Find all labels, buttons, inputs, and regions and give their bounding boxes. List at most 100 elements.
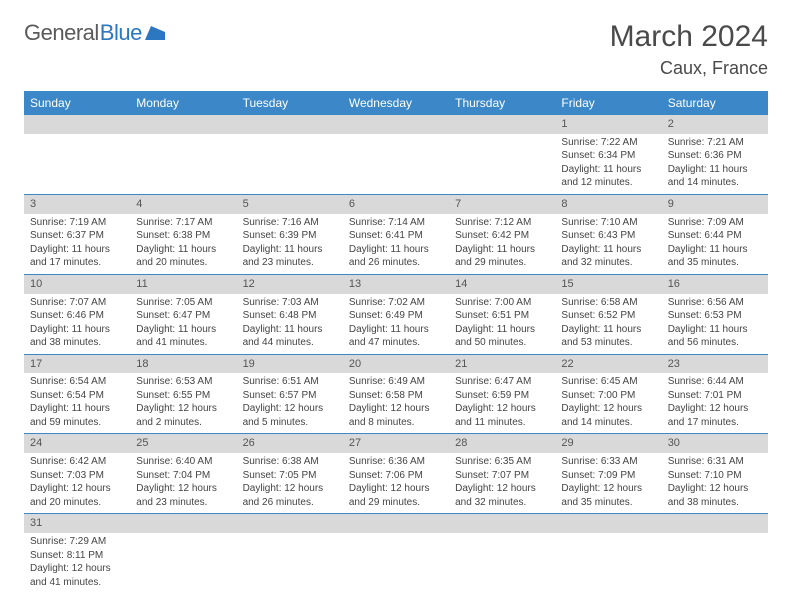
day-number: 5 [237, 195, 343, 214]
day-number [130, 115, 236, 134]
sunset-text: Sunset: 6:34 PM [561, 149, 655, 163]
day-number: 29 [555, 434, 661, 453]
daylight-text: Daylight: 12 hours and 2 minutes. [136, 402, 230, 429]
daylight-text: Daylight: 11 hours and 26 minutes. [349, 243, 443, 270]
day-body: Sunrise: 6:54 AMSunset: 6:54 PMDaylight:… [24, 373, 130, 433]
empty-cell [449, 115, 555, 194]
day-body: Sunrise: 6:47 AMSunset: 6:59 PMDaylight:… [449, 373, 555, 433]
calendar-body: 1Sunrise: 7:22 AMSunset: 6:34 PMDaylight… [24, 115, 768, 593]
sunset-text: Sunset: 7:04 PM [136, 469, 230, 483]
page-title: March 2024 [610, 20, 768, 54]
daylight-text: Daylight: 11 hours and 41 minutes. [136, 323, 230, 350]
empty-cell [237, 115, 343, 194]
day-cell: 14Sunrise: 7:00 AMSunset: 6:51 PMDayligh… [449, 274, 555, 354]
day-cell: 8Sunrise: 7:10 AMSunset: 6:43 PMDaylight… [555, 194, 661, 274]
daylight-text: Daylight: 11 hours and 38 minutes. [30, 323, 124, 350]
day-body: Sunrise: 7:19 AMSunset: 6:37 PMDaylight:… [24, 214, 130, 274]
day-body: Sunrise: 7:00 AMSunset: 6:51 PMDaylight:… [449, 294, 555, 354]
sunset-text: Sunset: 6:39 PM [243, 229, 337, 243]
sunrise-text: Sunrise: 7:19 AM [30, 216, 124, 230]
sunrise-text: Sunrise: 7:12 AM [455, 216, 549, 230]
day-body: Sunrise: 7:14 AMSunset: 6:41 PMDaylight:… [343, 214, 449, 274]
sunrise-text: Sunrise: 6:45 AM [561, 375, 655, 389]
sunset-text: Sunset: 6:51 PM [455, 309, 549, 323]
weekday-header: Monday [130, 91, 236, 115]
weekday-header: Tuesday [237, 91, 343, 115]
daylight-text: Daylight: 11 hours and 53 minutes. [561, 323, 655, 350]
sunset-text: Sunset: 6:36 PM [668, 149, 762, 163]
day-number [343, 115, 449, 134]
day-cell: 6Sunrise: 7:14 AMSunset: 6:41 PMDaylight… [343, 194, 449, 274]
calendar-row: 1Sunrise: 7:22 AMSunset: 6:34 PMDaylight… [24, 115, 768, 194]
day-number: 16 [662, 275, 768, 294]
daylight-text: Daylight: 11 hours and 32 minutes. [561, 243, 655, 270]
day-body: Sunrise: 7:17 AMSunset: 6:38 PMDaylight:… [130, 214, 236, 274]
day-cell: 29Sunrise: 6:33 AMSunset: 7:09 PMDayligh… [555, 434, 661, 514]
sunrise-text: Sunrise: 6:51 AM [243, 375, 337, 389]
day-number [237, 514, 343, 533]
day-body: Sunrise: 7:29 AMSunset: 8:11 PMDaylight:… [24, 533, 130, 593]
day-body: Sunrise: 7:16 AMSunset: 6:39 PMDaylight:… [237, 214, 343, 274]
day-body: Sunrise: 7:12 AMSunset: 6:42 PMDaylight:… [449, 214, 555, 274]
daylight-text: Daylight: 11 hours and 35 minutes. [668, 243, 762, 270]
sunrise-text: Sunrise: 7:03 AM [243, 296, 337, 310]
sunrise-text: Sunrise: 6:40 AM [136, 455, 230, 469]
weekday-header: Wednesday [343, 91, 449, 115]
sunrise-text: Sunrise: 7:14 AM [349, 216, 443, 230]
day-number: 11 [130, 275, 236, 294]
daylight-text: Daylight: 12 hours and 14 minutes. [561, 402, 655, 429]
daylight-text: Daylight: 11 hours and 59 minutes. [30, 402, 124, 429]
day-cell: 13Sunrise: 7:02 AMSunset: 6:49 PMDayligh… [343, 274, 449, 354]
day-number: 24 [24, 434, 130, 453]
daylight-text: Daylight: 11 hours and 50 minutes. [455, 323, 549, 350]
sunset-text: Sunset: 7:00 PM [561, 389, 655, 403]
day-number: 1 [555, 115, 661, 134]
day-number: 23 [662, 355, 768, 374]
sunrise-text: Sunrise: 7:05 AM [136, 296, 230, 310]
day-number: 25 [130, 434, 236, 453]
day-body: Sunrise: 7:21 AMSunset: 6:36 PMDaylight:… [662, 134, 768, 194]
daylight-text: Daylight: 12 hours and 8 minutes. [349, 402, 443, 429]
day-cell: 3Sunrise: 7:19 AMSunset: 6:37 PMDaylight… [24, 194, 130, 274]
day-number [662, 514, 768, 533]
daylight-text: Daylight: 12 hours and 5 minutes. [243, 402, 337, 429]
sunrise-text: Sunrise: 6:42 AM [30, 455, 124, 469]
day-number: 4 [130, 195, 236, 214]
day-body: Sunrise: 6:31 AMSunset: 7:10 PMDaylight:… [662, 453, 768, 513]
day-body: Sunrise: 6:38 AMSunset: 7:05 PMDaylight:… [237, 453, 343, 513]
day-cell: 17Sunrise: 6:54 AMSunset: 6:54 PMDayligh… [24, 354, 130, 434]
day-number [449, 115, 555, 134]
day-cell: 30Sunrise: 6:31 AMSunset: 7:10 PMDayligh… [662, 434, 768, 514]
sunrise-text: Sunrise: 6:36 AM [349, 455, 443, 469]
day-number [24, 115, 130, 134]
sunrise-text: Sunrise: 6:58 AM [561, 296, 655, 310]
sunset-text: Sunset: 6:52 PM [561, 309, 655, 323]
sunset-text: Sunset: 6:57 PM [243, 389, 337, 403]
empty-cell [343, 514, 449, 593]
day-body [130, 134, 236, 140]
sunrise-text: Sunrise: 6:56 AM [668, 296, 762, 310]
day-body: Sunrise: 6:42 AMSunset: 7:03 PMDaylight:… [24, 453, 130, 513]
empty-cell [662, 514, 768, 593]
weekday-header: Thursday [449, 91, 555, 115]
sunset-text: Sunset: 7:07 PM [455, 469, 549, 483]
sunset-text: Sunset: 6:44 PM [668, 229, 762, 243]
sunrise-text: Sunrise: 7:00 AM [455, 296, 549, 310]
calendar-row: 17Sunrise: 6:54 AMSunset: 6:54 PMDayligh… [24, 354, 768, 434]
calendar-row: 10Sunrise: 7:07 AMSunset: 6:46 PMDayligh… [24, 274, 768, 354]
day-body: Sunrise: 6:58 AMSunset: 6:52 PMDaylight:… [555, 294, 661, 354]
day-body: Sunrise: 7:02 AMSunset: 6:49 PMDaylight:… [343, 294, 449, 354]
sunset-text: Sunset: 6:49 PM [349, 309, 443, 323]
sunset-text: Sunset: 7:03 PM [30, 469, 124, 483]
day-body: Sunrise: 6:53 AMSunset: 6:55 PMDaylight:… [130, 373, 236, 433]
sunrise-text: Sunrise: 7:17 AM [136, 216, 230, 230]
daylight-text: Daylight: 11 hours and 44 minutes. [243, 323, 337, 350]
day-body: Sunrise: 6:49 AMSunset: 6:58 PMDaylight:… [343, 373, 449, 433]
day-body: Sunrise: 6:45 AMSunset: 7:00 PMDaylight:… [555, 373, 661, 433]
sunset-text: Sunset: 6:48 PM [243, 309, 337, 323]
daylight-text: Daylight: 11 hours and 56 minutes. [668, 323, 762, 350]
day-number: 28 [449, 434, 555, 453]
sunset-text: Sunset: 6:54 PM [30, 389, 124, 403]
logo-text-1: General [24, 20, 99, 46]
day-body: Sunrise: 6:36 AMSunset: 7:06 PMDaylight:… [343, 453, 449, 513]
